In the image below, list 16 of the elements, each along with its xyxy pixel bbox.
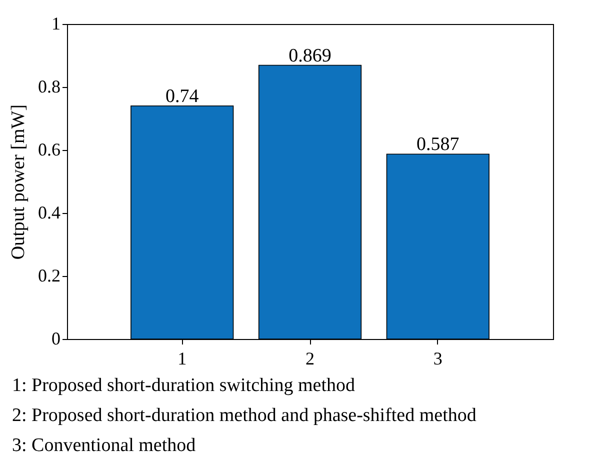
y-axis-title: Output power [mW] [8, 104, 29, 260]
y-tick-label: 0.8 [38, 76, 60, 96]
text: 1: Proposed short-duration switching method [12, 374, 356, 398]
y-tick-label: 1 [52, 14, 60, 34]
x-tick-label: 3 [433, 348, 442, 368]
y-tick-label: 0.6 [38, 140, 60, 160]
data-label: 0.74 [165, 86, 200, 107]
data-label: 0.587 [416, 134, 460, 156]
y-tick-label: 0.4 [38, 202, 60, 222]
data-label: 0.869 [288, 45, 332, 66]
x-tick-label: 1 [178, 348, 187, 368]
x-tick-label: 2 [306, 348, 314, 368]
y-tick-label: 0 [52, 328, 60, 348]
text: 2: Proposed short-duration method and phase-shifted method [12, 404, 478, 428]
y-tick-label: 0.2 [38, 266, 60, 286]
text: 3: Conventional method [12, 434, 197, 457]
